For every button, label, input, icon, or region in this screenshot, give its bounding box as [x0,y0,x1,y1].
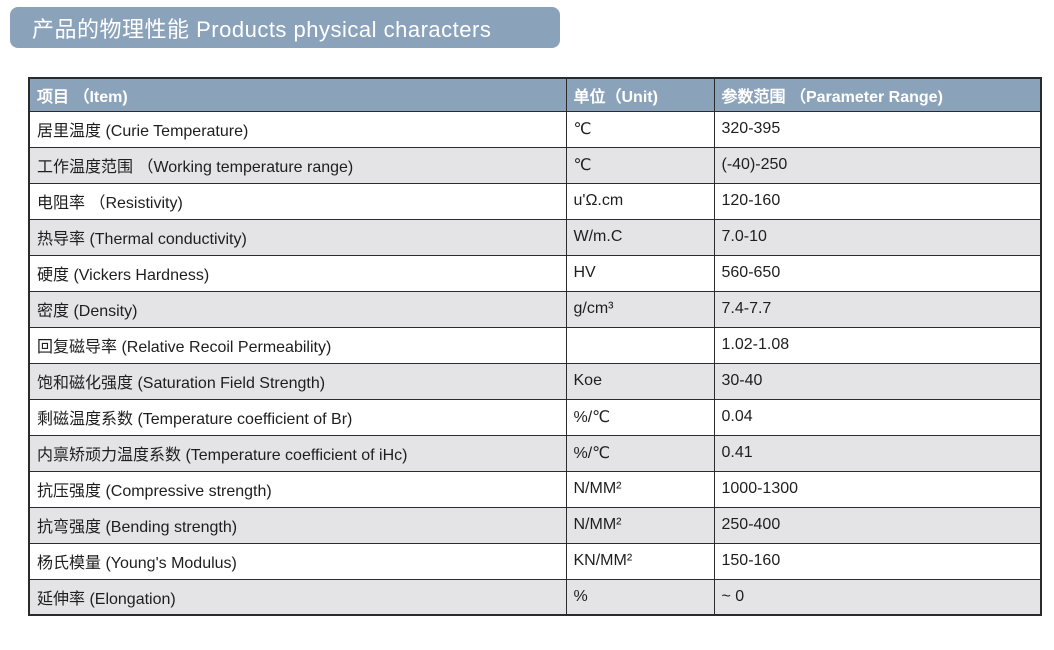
table-row: 杨氏模量 (Young's Modulus) KN/MM² 150-160 [28,542,1042,580]
range-cell: 150-160 [713,542,1042,580]
table-row: 居里温度 (Curie Temperature) ℃ 320-395 [28,110,1042,148]
table-row: 剩磁温度系数 (Temperature coefficient of Br) %… [28,398,1042,436]
item-cell: 硬度 (Vickers Hardness) [28,254,567,292]
unit-cell [565,326,715,364]
table-row: 硬度 (Vickers Hardness) HV 560-650 [28,254,1042,292]
table-row: 电阻率 （Resistivity) u'Ω.cm 120-160 [28,182,1042,220]
unit-cell: ℃ [565,146,715,184]
item-cell: 抗弯强度 (Bending strength) [28,506,567,544]
unit-cell: %/℃ [565,398,715,436]
column-header-parameter-range: 参数范围 （Parameter Range) [713,77,1042,112]
unit-cell: %/℃ [565,434,715,472]
range-cell: 0.41 [713,434,1042,472]
unit-cell: N/MM² [565,506,715,544]
table-row: 抗弯强度 (Bending strength) N/MM² 250-400 [28,506,1042,544]
item-cell: 居里温度 (Curie Temperature) [28,110,567,148]
range-cell: 1000-1300 [713,470,1042,508]
item-cell: 工作温度范围 （Working temperature range) [28,146,567,184]
range-cell: 320-395 [713,110,1042,148]
unit-cell: ℃ [565,110,715,148]
range-cell: 7.0-10 [713,218,1042,256]
range-cell: ~ 0 [713,578,1042,616]
range-cell: 7.4-7.7 [713,290,1042,328]
table-row: 延伸率 (Elongation) % ~ 0 [28,578,1042,616]
unit-cell: N/MM² [565,470,715,508]
unit-cell: u'Ω.cm [565,182,715,220]
item-cell: 密度 (Density) [28,290,567,328]
table-row: 工作温度范围 （Working temperature range) ℃ (-4… [28,146,1042,184]
range-cell: 0.04 [713,398,1042,436]
table-row: 热导率 (Thermal conductivity) W/m.C 7.0-10 [28,218,1042,256]
table-header-row: 项目 （Item) 单位（Unit) 参数范围 （Parameter Range… [28,77,1042,112]
unit-cell: Koe [565,362,715,400]
table-row: 饱和磁化强度 (Saturation Field Strength) Koe 3… [28,362,1042,400]
item-cell: 电阻率 （Resistivity) [28,182,567,220]
table-row: 抗压强度 (Compressive strength) N/MM² 1000-1… [28,470,1042,508]
table-row: 密度 (Density) g/cm³ 7.4-7.7 [28,290,1042,328]
range-cell: 30-40 [713,362,1042,400]
range-cell: 560-650 [713,254,1042,292]
unit-cell: KN/MM² [565,542,715,580]
unit-cell: HV [565,254,715,292]
section-title-banner: 产品的物理性能 Products physical characters [10,7,560,48]
item-cell: 内禀矫顽力温度系数 (Temperature coefficient of iH… [28,434,567,472]
item-cell: 饱和磁化强度 (Saturation Field Strength) [28,362,567,400]
column-header-item: 项目 （Item) [28,77,567,112]
column-header-unit: 单位（Unit) [565,77,715,112]
unit-cell: % [565,578,715,616]
range-cell: 1.02-1.08 [713,326,1042,364]
range-cell: 250-400 [713,506,1042,544]
item-cell: 热导率 (Thermal conductivity) [28,218,567,256]
table-row: 内禀矫顽力温度系数 (Temperature coefficient of iH… [28,434,1042,472]
item-cell: 回复磁导率 (Relative Recoil Permeability) [28,326,567,364]
range-cell: (-40)-250 [713,146,1042,184]
section-title: 产品的物理性能 Products physical characters [32,16,492,42]
unit-cell: W/m.C [565,218,715,256]
item-cell: 延伸率 (Elongation) [28,578,567,616]
item-cell: 杨氏模量 (Young's Modulus) [28,542,567,580]
item-cell: 剩磁温度系数 (Temperature coefficient of Br) [28,398,567,436]
table-row: 回复磁导率 (Relative Recoil Permeability) 1.0… [28,326,1042,364]
unit-cell: g/cm³ [565,290,715,328]
range-cell: 120-160 [713,182,1042,220]
physical-properties-table: 项目 （Item) 单位（Unit) 参数范围 （Parameter Range… [28,77,1042,616]
item-cell: 抗压强度 (Compressive strength) [28,470,567,508]
